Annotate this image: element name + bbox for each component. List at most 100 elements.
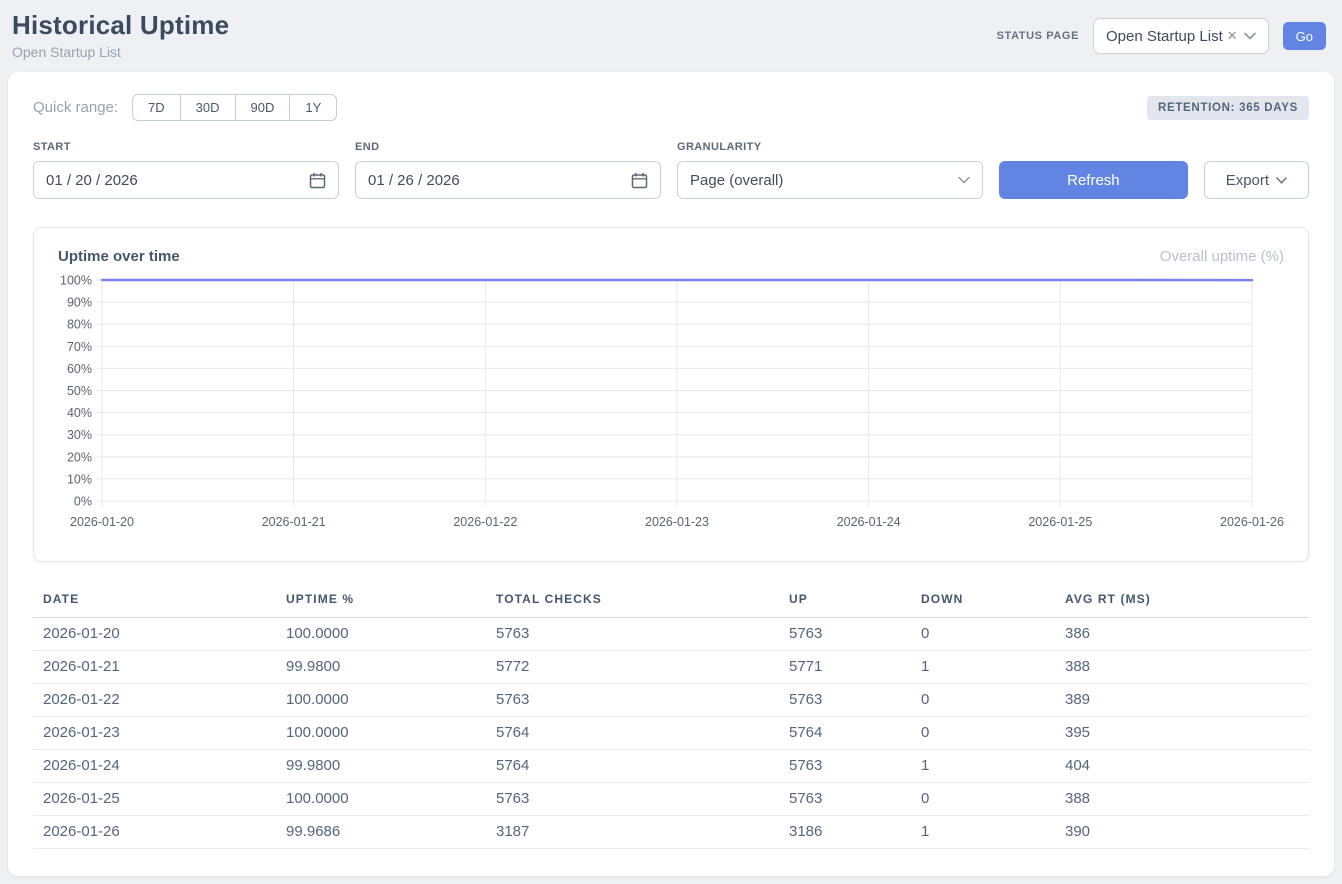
table-cell: 2026-01-26 [33, 816, 276, 849]
go-button[interactable]: Go [1283, 22, 1326, 50]
svg-text:2026-01-26: 2026-01-26 [1220, 515, 1284, 529]
quick-range-group: 7D30D90D1Y [132, 94, 337, 121]
topbar-right: STATUS PAGE Open Startup List ✕ Go [997, 18, 1326, 54]
uptime-line-chart: 0%10%20%30%40%50%60%70%80%90%100%2026-01… [58, 271, 1284, 527]
quick-range-30d-button[interactable]: 30D [180, 94, 236, 121]
uptime-chart-card: Uptime over time Overall uptime (%) 0% 10… [33, 227, 1309, 562]
granularity-select[interactable]: Page (overall) [677, 161, 983, 199]
chart-title: Uptime over time [58, 248, 180, 265]
table-cell: 404 [1055, 750, 1309, 783]
table-cell: 5764 [486, 717, 779, 750]
table-cell: 5763 [486, 618, 779, 651]
svg-text:2026-01-23: 2026-01-23 [645, 515, 709, 529]
refresh-button[interactable]: Refresh [999, 161, 1188, 199]
quick-range-label: Quick range: [33, 99, 118, 116]
quick-range-90d-button[interactable]: 90D [235, 94, 291, 121]
svg-text:50%: 50% [67, 384, 92, 398]
chevron-down-icon [1244, 32, 1256, 40]
column-header: UPTIME % [276, 584, 486, 618]
quick-range-row: Quick range: 7D30D90D1Y RETENTION: 365 D… [33, 94, 1309, 121]
table-row: 2026-01-25100.0000576357630388 [33, 783, 1309, 816]
table-cell: 100.0000 [276, 618, 486, 651]
table-row: 2026-01-2199.9800577257711388 [33, 651, 1309, 684]
svg-text:30%: 30% [67, 428, 92, 442]
table-cell: 2026-01-20 [33, 618, 276, 651]
end-date-label: END [355, 141, 661, 153]
chevron-down-icon [958, 176, 970, 184]
table-cell: 5772 [486, 651, 779, 684]
chart-legend: Overall uptime (%) [1160, 248, 1284, 265]
table-cell: 2026-01-25 [33, 783, 276, 816]
table-cell: 5763 [486, 783, 779, 816]
granularity-field: GRANULARITY Page (overall) [677, 141, 983, 199]
table-cell: 395 [1055, 717, 1309, 750]
svg-text:90%: 90% [67, 296, 92, 310]
table-row: 2026-01-2499.9800576457631404 [33, 750, 1309, 783]
svg-text:80%: 80% [67, 318, 92, 332]
table-cell: 0 [911, 717, 1055, 750]
end-date-field: END 01 / 26 / 2026 [355, 141, 661, 199]
svg-text:2026-01-24: 2026-01-24 [837, 515, 901, 529]
export-button-label: Export [1226, 172, 1269, 189]
svg-text:0%: 0% [74, 495, 92, 509]
table-cell: 5763 [486, 684, 779, 717]
main-panel: Quick range: 7D30D90D1Y RETENTION: 365 D… [8, 72, 1334, 876]
svg-text:10%: 10% [67, 472, 92, 486]
table-cell: 5763 [779, 783, 911, 816]
table-row: 2026-01-2699.9686318731861390 [33, 816, 1309, 849]
end-date-input[interactable]: 01 / 26 / 2026 [355, 161, 661, 199]
export-button[interactable]: Export [1204, 161, 1309, 199]
table-cell: 390 [1055, 816, 1309, 849]
table-cell: 1 [911, 750, 1055, 783]
table-cell: 99.9800 [276, 651, 486, 684]
uptime-table: DATEUPTIME %TOTAL CHECKSUPDOWNAVG RT (MS… [33, 584, 1309, 849]
svg-text:40%: 40% [67, 406, 92, 420]
table-cell: 100.0000 [276, 684, 486, 717]
svg-text:2026-01-20: 2026-01-20 [70, 515, 134, 529]
table-cell: 5763 [779, 618, 911, 651]
table-cell: 386 [1055, 618, 1309, 651]
start-date-label: START [33, 141, 339, 153]
table-cell: 3187 [486, 816, 779, 849]
column-header: DATE [33, 584, 276, 618]
table-cell: 1 [911, 651, 1055, 684]
quick-range-1y-button[interactable]: 1Y [289, 94, 337, 121]
svg-text:2026-01-21: 2026-01-21 [262, 515, 326, 529]
svg-text:60%: 60% [67, 362, 92, 376]
table-cell: 100.0000 [276, 783, 486, 816]
column-header: UP [779, 584, 911, 618]
start-date-value: 01 / 20 / 2026 [46, 172, 138, 189]
table-cell: 0 [911, 684, 1055, 717]
table-cell: 2026-01-21 [33, 651, 276, 684]
retention-badge: RETENTION: 365 DAYS [1147, 96, 1309, 120]
start-date-input[interactable]: 01 / 20 / 2026 [33, 161, 339, 199]
calendar-icon[interactable] [631, 172, 648, 189]
table-cell: 5763 [779, 684, 911, 717]
topbar: Historical Uptime Open Startup List STAT… [0, 0, 1342, 72]
chevron-down-icon [1276, 177, 1287, 184]
page-subtitle: Open Startup List [12, 44, 229, 60]
svg-text:20%: 20% [67, 450, 92, 464]
column-header: AVG RT (MS) [1055, 584, 1309, 618]
status-page-select[interactable]: Open Startup List ✕ [1093, 18, 1269, 54]
table-cell: 0 [911, 783, 1055, 816]
granularity-value: Page (overall) [690, 172, 783, 189]
table-cell: 0 [911, 618, 1055, 651]
table-cell: 388 [1055, 783, 1309, 816]
table-row: 2026-01-20100.0000576357630386 [33, 618, 1309, 651]
table-cell: 99.9686 [276, 816, 486, 849]
status-page-label: STATUS PAGE [997, 30, 1079, 42]
table-cell: 5764 [486, 750, 779, 783]
column-header: DOWN [911, 584, 1055, 618]
end-date-value: 01 / 26 / 2026 [368, 172, 460, 189]
table-cell: 2026-01-24 [33, 750, 276, 783]
quick-range-7d-button[interactable]: 7D [132, 94, 181, 121]
table-header-row: DATEUPTIME %TOTAL CHECKSUPDOWNAVG RT (MS… [33, 584, 1309, 618]
granularity-label: GRANULARITY [677, 141, 983, 153]
clear-icon[interactable]: ✕ [1227, 28, 1238, 44]
table-cell: 100.0000 [276, 717, 486, 750]
table-cell: 5764 [779, 717, 911, 750]
calendar-icon[interactable] [309, 172, 326, 189]
svg-text:2026-01-25: 2026-01-25 [1028, 515, 1092, 529]
table-cell: 1 [911, 816, 1055, 849]
